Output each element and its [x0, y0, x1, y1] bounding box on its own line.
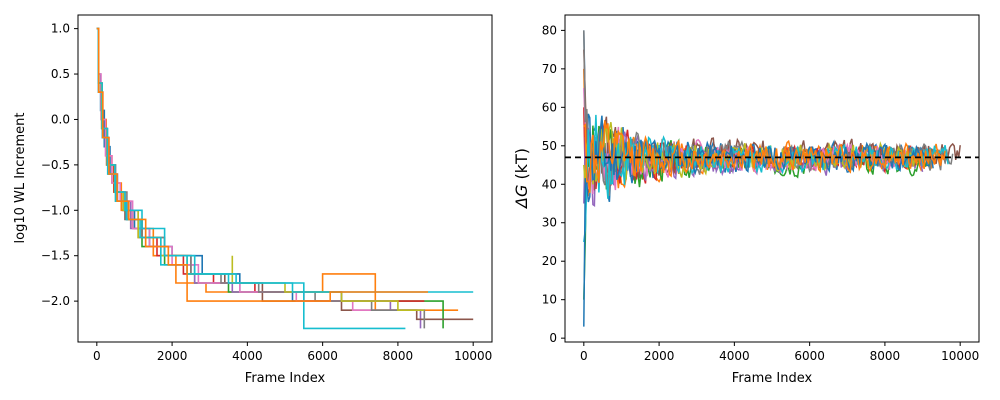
left-y-tick-label: −2.0: [41, 294, 70, 308]
right-x-tick-label: 4000: [719, 349, 750, 363]
left-y-tick-label: −1.5: [41, 249, 70, 263]
left-series-line: [96, 27, 428, 302]
right-y-tick-label: 40: [542, 177, 557, 191]
left-x-axis-label: Frame Index: [245, 371, 326, 386]
left-y-tick-label: 0.5: [51, 67, 70, 81]
left-x-tick-label: 4000: [232, 349, 263, 363]
left-y-tick-label: 1.0: [51, 22, 70, 36]
right-y-ticks: 0 10 20 30 40 50 60 70 80: [542, 23, 565, 345]
left-x-tick-label: 0: [93, 349, 101, 363]
right-x-tick-label: 10000: [941, 349, 979, 363]
right-y-axis-label-symbol: ΔG: [512, 185, 531, 210]
right-y-axis-label: ΔG (kT): [512, 148, 531, 210]
right-x-tick-label: 8000: [870, 349, 901, 363]
left-x-ticks: 0 2000 4000 6000 8000 10000: [93, 342, 492, 363]
left-x-tick-label: 6000: [307, 349, 338, 363]
left-y-tick-label: −1.0: [41, 203, 70, 217]
left-y-ticks: 1.0 0.5 0.0 −0.5 −1.0 −1.5 −2.0: [41, 22, 78, 308]
right-y-tick-label: 80: [542, 23, 557, 37]
right-x-tick-label: 6000: [794, 349, 825, 363]
right-x-ticks: 0 2000 4000 6000 8000 10000: [580, 342, 979, 363]
left-panel-wl-increment: 0 2000 4000 6000 8000 10000 1.0 0.5 0.0 −0.5 −1.0…: [13, 14, 493, 386]
right-x-tick-label: 0: [580, 349, 588, 363]
right-y-tick-label: 30: [542, 216, 557, 230]
left-x-tick-label: 10000: [454, 349, 492, 363]
left-axes-frame: [77, 14, 493, 343]
left-y-axis-label: log10 WL Increment: [13, 113, 28, 244]
right-x-axis-label: Frame Index: [732, 371, 813, 386]
right-y-tick-label: 10: [542, 293, 557, 307]
right-series-line: [583, 121, 946, 193]
right-y-tick-label: 50: [542, 139, 557, 153]
left-x-tick-label: 2000: [157, 349, 188, 363]
right-y-tick-label: 70: [542, 62, 557, 76]
right-y-tick-label: 60: [542, 100, 557, 114]
left-series-lines: [96, 27, 474, 330]
right-series-lines: [583, 30, 961, 327]
right-y-tick-label: 0: [549, 331, 557, 345]
right-panel-delta-g: 0 2000 4000 6000 8000 10000 0 10 20 30 40 50 60 70 80…: [512, 14, 980, 386]
right-x-tick-label: 2000: [644, 349, 675, 363]
left-y-tick-label: −0.5: [41, 158, 70, 172]
right-y-axis-label-unit: (kT): [512, 148, 531, 185]
left-y-tick-label: 0.0: [51, 112, 70, 126]
right-y-tick-label: 20: [542, 254, 557, 268]
right-axes-frame: [564, 14, 980, 343]
left-x-tick-label: 8000: [383, 349, 414, 363]
